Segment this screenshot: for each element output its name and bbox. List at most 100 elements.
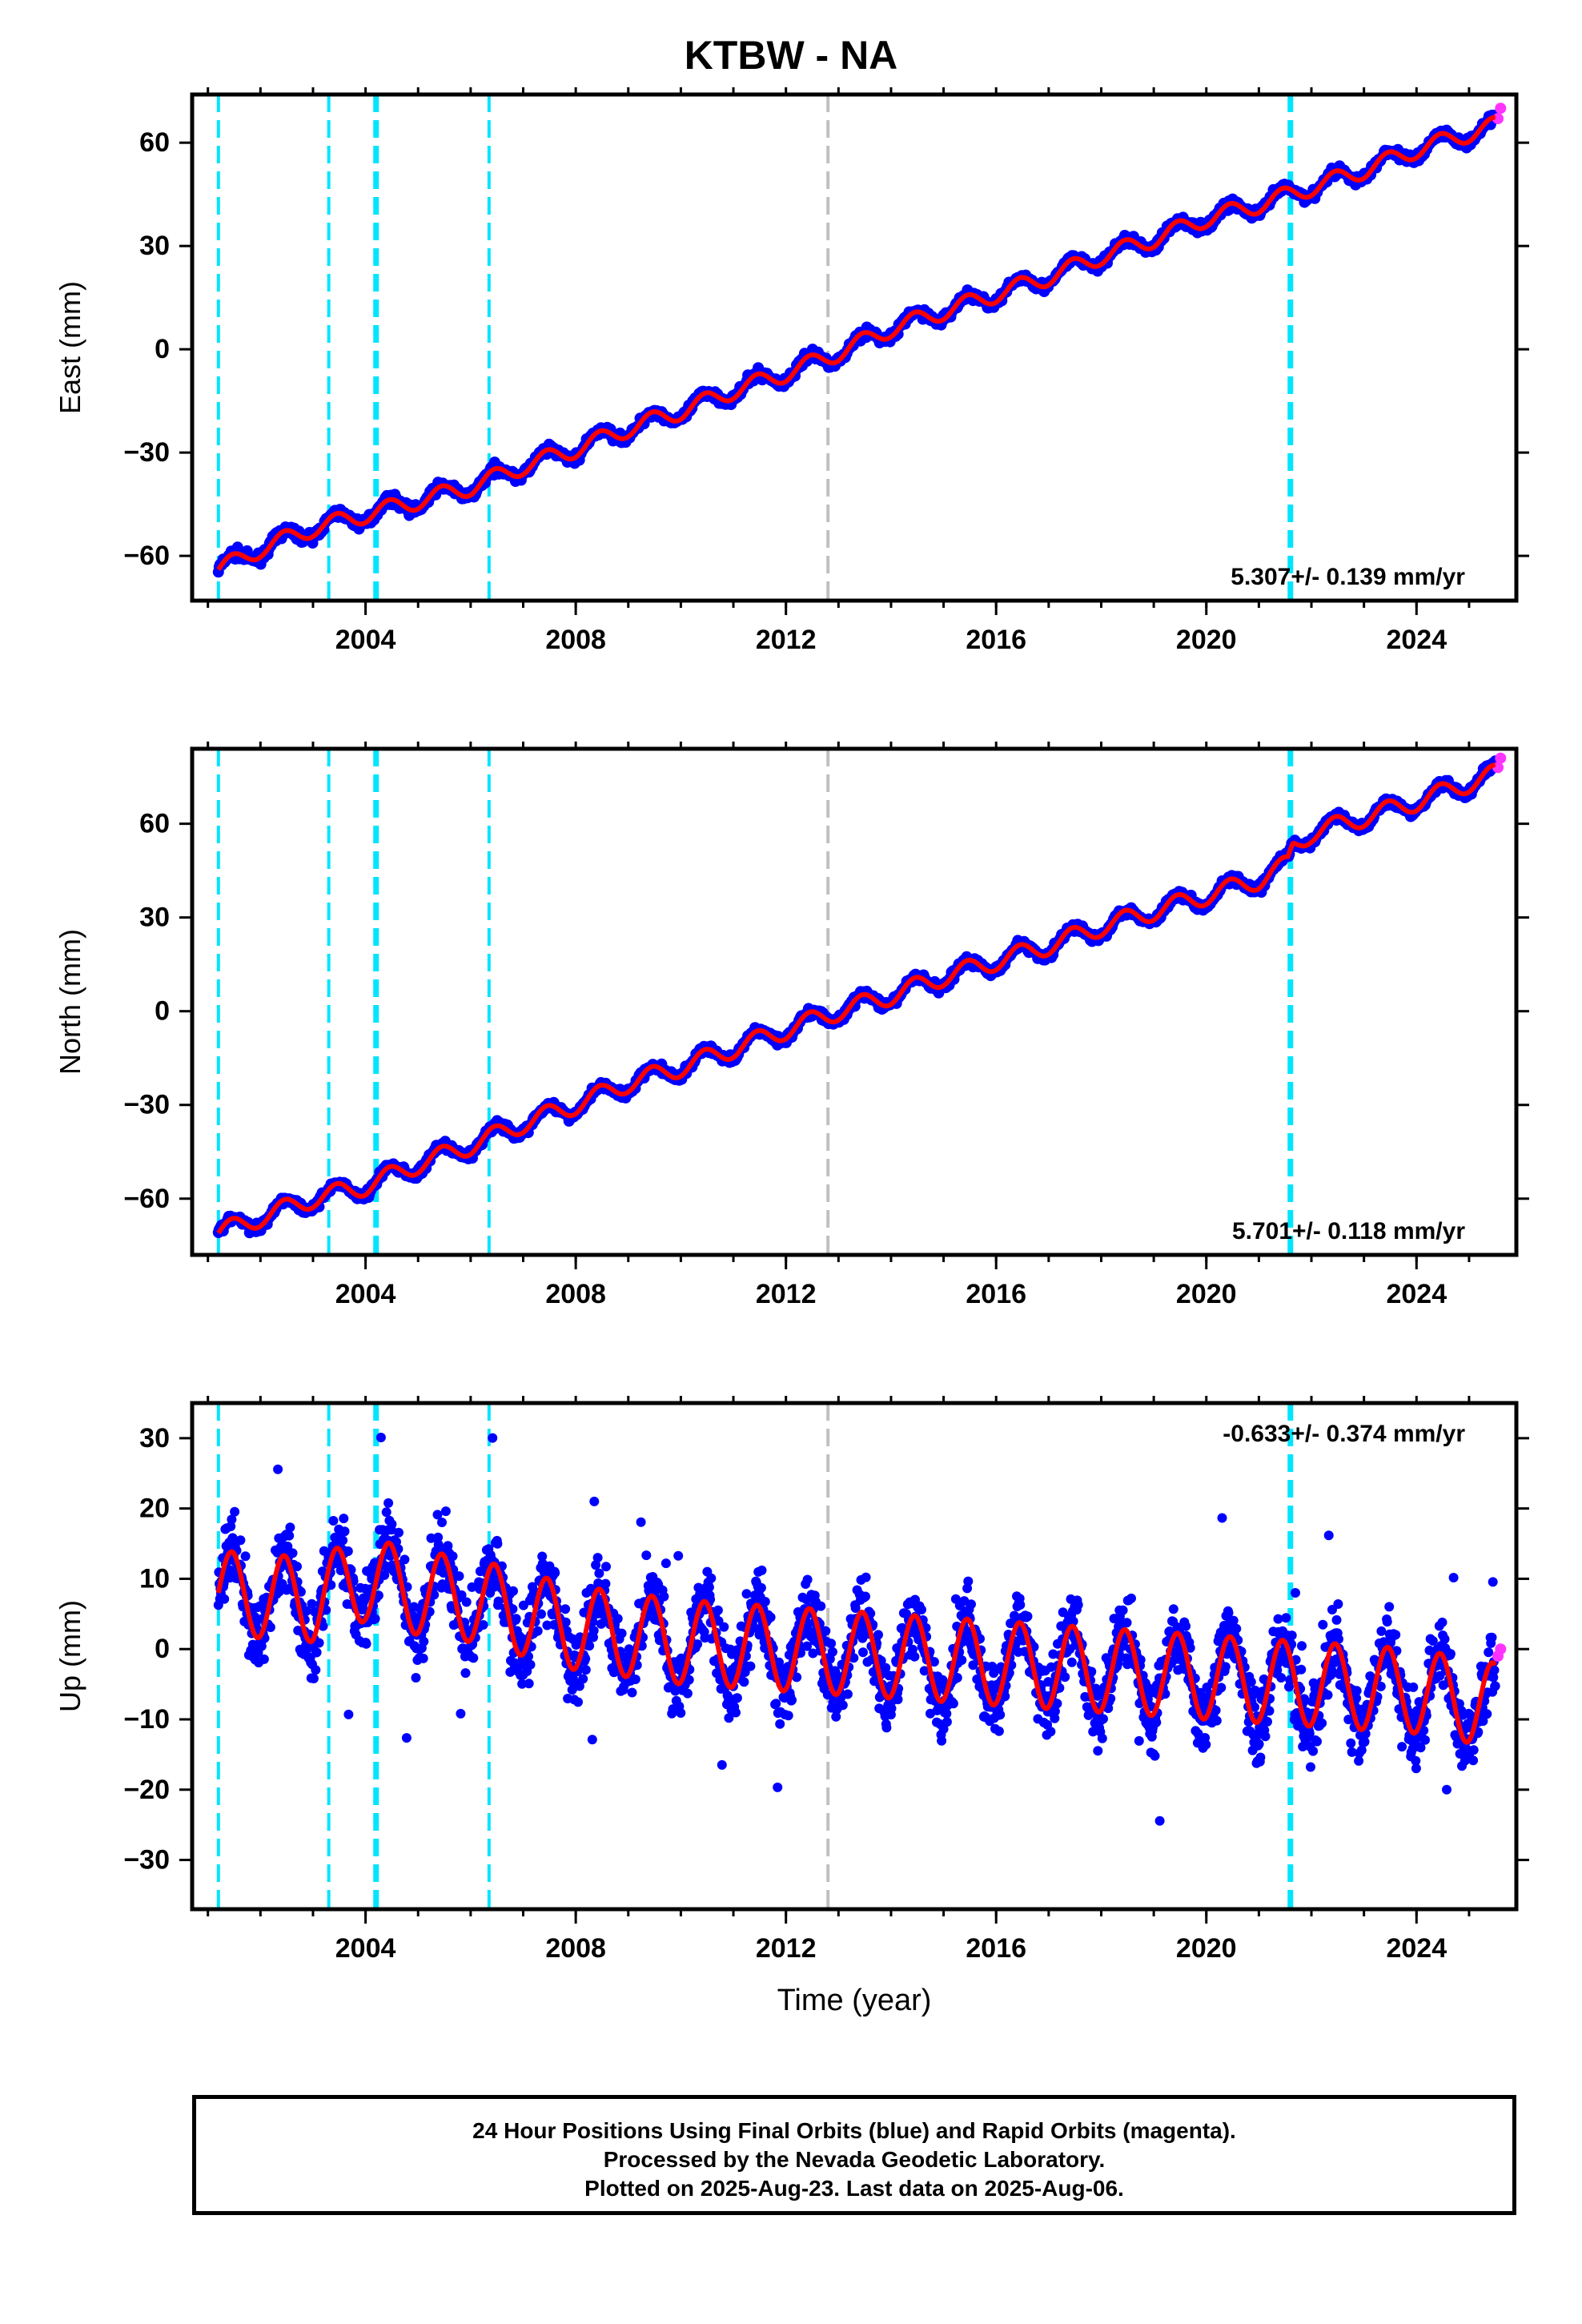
final-point [259,1654,269,1664]
final-point [994,1726,1004,1736]
final-point [308,1674,319,1683]
final-point [792,1672,802,1683]
final-point [381,1507,391,1518]
final-point [219,1594,230,1604]
final-point [837,1700,848,1711]
final-point [456,1590,467,1600]
final-point [283,1542,293,1551]
final-point [511,1614,521,1624]
final-point [394,1527,404,1538]
final-point [917,1605,926,1614]
rapid-point [1495,752,1507,764]
final-point [682,1688,693,1699]
final-point [774,1657,784,1667]
final-point [578,1674,588,1684]
final-point [311,1647,322,1658]
final-point [443,1541,453,1551]
y-tick-label: −60 [123,541,170,571]
model-curve [216,762,1496,1235]
final-point [549,1619,559,1630]
final-point [749,1622,760,1633]
final-point [661,1558,671,1569]
final-point [379,1570,390,1580]
final-point [773,1782,783,1792]
final-point [338,1535,348,1546]
final-point [942,1717,952,1727]
final-point [589,1496,600,1506]
final-point [492,1538,503,1549]
final-point [591,1560,601,1570]
final-point [440,1506,451,1517]
final-point [588,1626,599,1636]
final-point [339,1514,349,1524]
final-point [641,1550,652,1561]
final-point [532,1626,543,1636]
final-point [383,1498,394,1508]
y-tick-label: −30 [123,1090,170,1120]
final-point [387,1519,397,1530]
final-point [418,1653,428,1663]
final-point [717,1759,727,1770]
final-point [411,1673,421,1683]
final-point [783,1711,793,1721]
y-tick-label: −30 [123,437,170,468]
final-point [612,1614,623,1624]
final-point [587,1735,597,1745]
final-point [536,1609,546,1619]
x-tick-label: 2004 [335,1279,396,1309]
final-point [505,1667,516,1677]
final-point [849,1653,859,1663]
plot-area [212,749,1507,1255]
final-point [684,1675,694,1685]
x-tick-label: 2016 [966,1279,1026,1309]
final-point [893,1695,903,1705]
x-tick-label: 2024 [1386,1279,1447,1309]
final-point [962,1583,973,1594]
final-point [816,1601,826,1611]
x-tick-label: 2008 [545,625,606,655]
final-point [542,1620,552,1630]
final-point [307,1598,317,1609]
final-point [886,1703,897,1714]
final-point [284,1530,295,1541]
final-point [627,1687,637,1698]
final-point [537,1551,548,1562]
panel-frame [190,746,1519,1257]
final-point [724,1713,734,1723]
final-point [756,1582,766,1593]
final-point [907,1644,917,1655]
final-point [454,1571,464,1582]
final-point [508,1586,518,1596]
final-point [775,1719,785,1729]
y-axis-label: East (mm) [54,281,86,414]
final-point [831,1711,841,1722]
final-point [881,1723,892,1733]
final-point [995,1710,1006,1720]
final-point [574,1681,584,1691]
final-point [601,1562,611,1572]
final-point [732,1693,742,1703]
final-point [989,1668,999,1679]
final-point [525,1659,536,1670]
y-tick-label: 60 [139,809,170,839]
final-point [802,1574,813,1585]
final-point [493,1596,504,1606]
final-point [704,1582,714,1592]
final-point [594,1568,604,1578]
final-point [573,1697,583,1707]
final-point [802,1641,812,1651]
final-point [461,1597,472,1607]
x-tick-label: 2004 [335,625,396,655]
y-tick-label: 0 [155,334,170,364]
final-point [741,1589,752,1599]
final-point [468,1653,479,1663]
final-point [287,1548,298,1558]
final-point [600,1578,611,1589]
final-point [550,1568,560,1578]
final-point [560,1617,571,1627]
final-point [929,1657,939,1667]
y-tick-label: −60 [123,1184,170,1214]
final-point [966,1599,976,1610]
final-point [957,1655,967,1665]
final-point [919,1666,930,1676]
